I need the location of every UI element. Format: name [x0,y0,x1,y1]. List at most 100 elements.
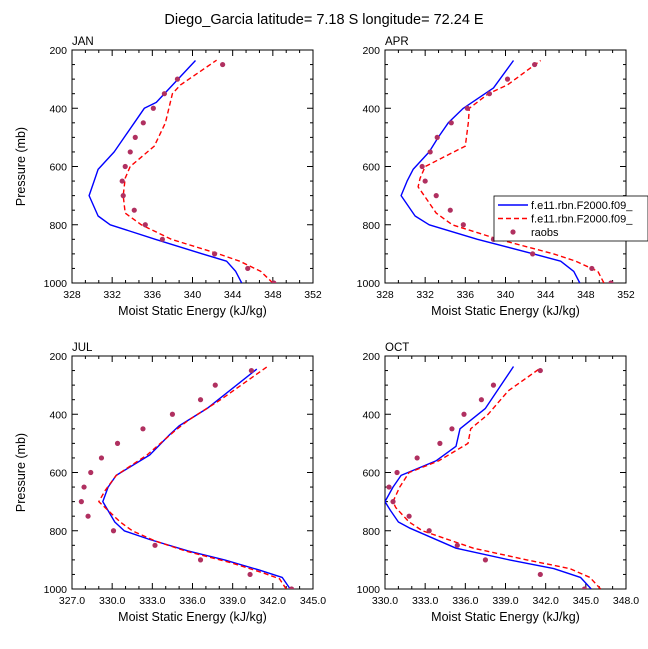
raobs-marker [132,134,138,140]
y-axis-label: Pressure (mb) [14,433,28,512]
raobs-marker [449,426,455,432]
x-tick-label: 330.0 [372,595,398,607]
y-tick-label: 1000 [44,278,68,290]
raobs-marker [88,469,94,476]
raobs-marker [434,134,440,140]
y-tick-label: 600 [49,162,67,174]
raobs-marker [98,455,105,461]
raobs-marker [460,222,466,228]
series-group [400,59,614,283]
legend-marker [510,229,516,235]
legend-label: f.e11.rbn.F2000.f09_ [531,200,633,212]
raobs-marker [211,251,218,257]
raobs-marker [608,280,614,283]
raobs-marker [248,367,255,374]
legend-box [493,195,648,242]
series-group [385,366,602,589]
y-tick-label: 200 [362,351,380,363]
raobs-marker [427,149,433,155]
x-axis-label: Moist Static Energy (kJ/kg) [431,304,580,318]
x-tick-label: 328 [63,289,81,301]
raobs-marker [589,265,595,272]
raobs-marker [437,440,443,446]
raobs-marker [414,455,420,461]
raobs-marker [119,178,125,184]
raobs-marker [197,557,204,563]
dashed-series-line [417,59,605,283]
x-tick-label: 328 [376,289,394,301]
raobs-marker [131,207,137,213]
y-tick-label: 400 [362,409,380,421]
dashed-series-line [392,367,602,589]
raobs-marker [142,222,148,228]
x-tick-label: 336.0 [179,595,205,607]
x-tick-label: 339.0 [492,595,518,607]
raobs-marker [152,542,158,548]
x-tick-label: 342.0 [533,595,559,607]
raobs-marker [159,236,165,242]
raobs-marker [220,61,226,68]
x-tick-label: 340 [184,289,202,301]
raobs-marker [212,382,218,388]
x-tick-label: 340 [497,289,515,301]
raobs-marker [140,426,146,432]
panel-label: JUL [72,342,93,354]
y-tick-label: 400 [362,103,380,115]
x-tick-label: 332 [416,289,434,301]
x-axis-label: Moist Static Energy (kJ/kg) [118,610,267,624]
plot-frame [71,49,314,284]
y-tick-label: 1000 [44,584,68,596]
raobs-marker [174,76,181,82]
panel-label: OCT [385,342,409,354]
raobs-marker [122,163,128,170]
raobs-marker [504,76,511,82]
x-tick-label: 339.0 [220,595,246,607]
raobs-marker [81,484,87,490]
raobs-marker [271,280,277,283]
raobs-marker [288,586,295,589]
panels: 328 332 336 340 344 348 352 200 400 600 800 1000 JAN… [14,36,648,624]
raobs-marker [120,193,126,199]
x-tick-label: 333.0 [412,595,438,607]
figure-title: Diego_Garcia latitude= 7.18 S longitude=… [164,12,484,28]
x-tick-label: 327.0 [59,595,85,607]
y-tick-label: 600 [49,468,67,480]
raobs-marker [406,513,412,519]
y-tick-label: 800 [49,526,67,538]
chart-panel-apr: 328 332 336 340 344 348 352 200 400 600 800 1000 APR… [357,36,635,318]
raobs-marker [537,367,543,374]
legend-label: raobs [531,227,559,239]
y-tick-label: 200 [49,45,67,57]
y-tick-label: 400 [49,409,67,421]
x-tick-label: 344 [224,289,242,301]
plot-frame [384,355,627,590]
y-tick-label: 1000 [357,584,381,596]
y-tick-label: 800 [49,220,67,232]
y-tick-label: 200 [49,351,67,363]
raobs-marker [454,542,460,548]
x-tick-label: 352 [617,289,635,301]
x-tick-label: 348.0 [613,595,639,607]
panel-label: APR [385,36,409,48]
raobs-marker [419,163,425,170]
raobs-marker [390,499,396,505]
y-tick-label: 800 [362,526,380,538]
x-tick-label: 348 [577,289,595,301]
raobs-marker [532,61,538,68]
raobs-marker [482,557,489,563]
y-tick-label: 400 [49,103,67,115]
dashed-series-line [122,59,274,283]
y-tick-label: 800 [362,220,380,232]
x-axis-label: Moist Static Energy (kJ/kg) [431,610,580,624]
raobs-marker [461,411,467,417]
raobs-marker [448,120,454,126]
y-axis-label: Pressure (mb) [14,127,28,206]
raobs-marker [581,586,588,589]
x-tick-label: 330.0 [99,595,125,607]
plot-frame [71,355,314,590]
raobs-marker [140,120,146,126]
solid-series-line [88,60,243,283]
x-tick-label: 352 [304,289,322,301]
y-tick-label: 600 [362,162,380,174]
